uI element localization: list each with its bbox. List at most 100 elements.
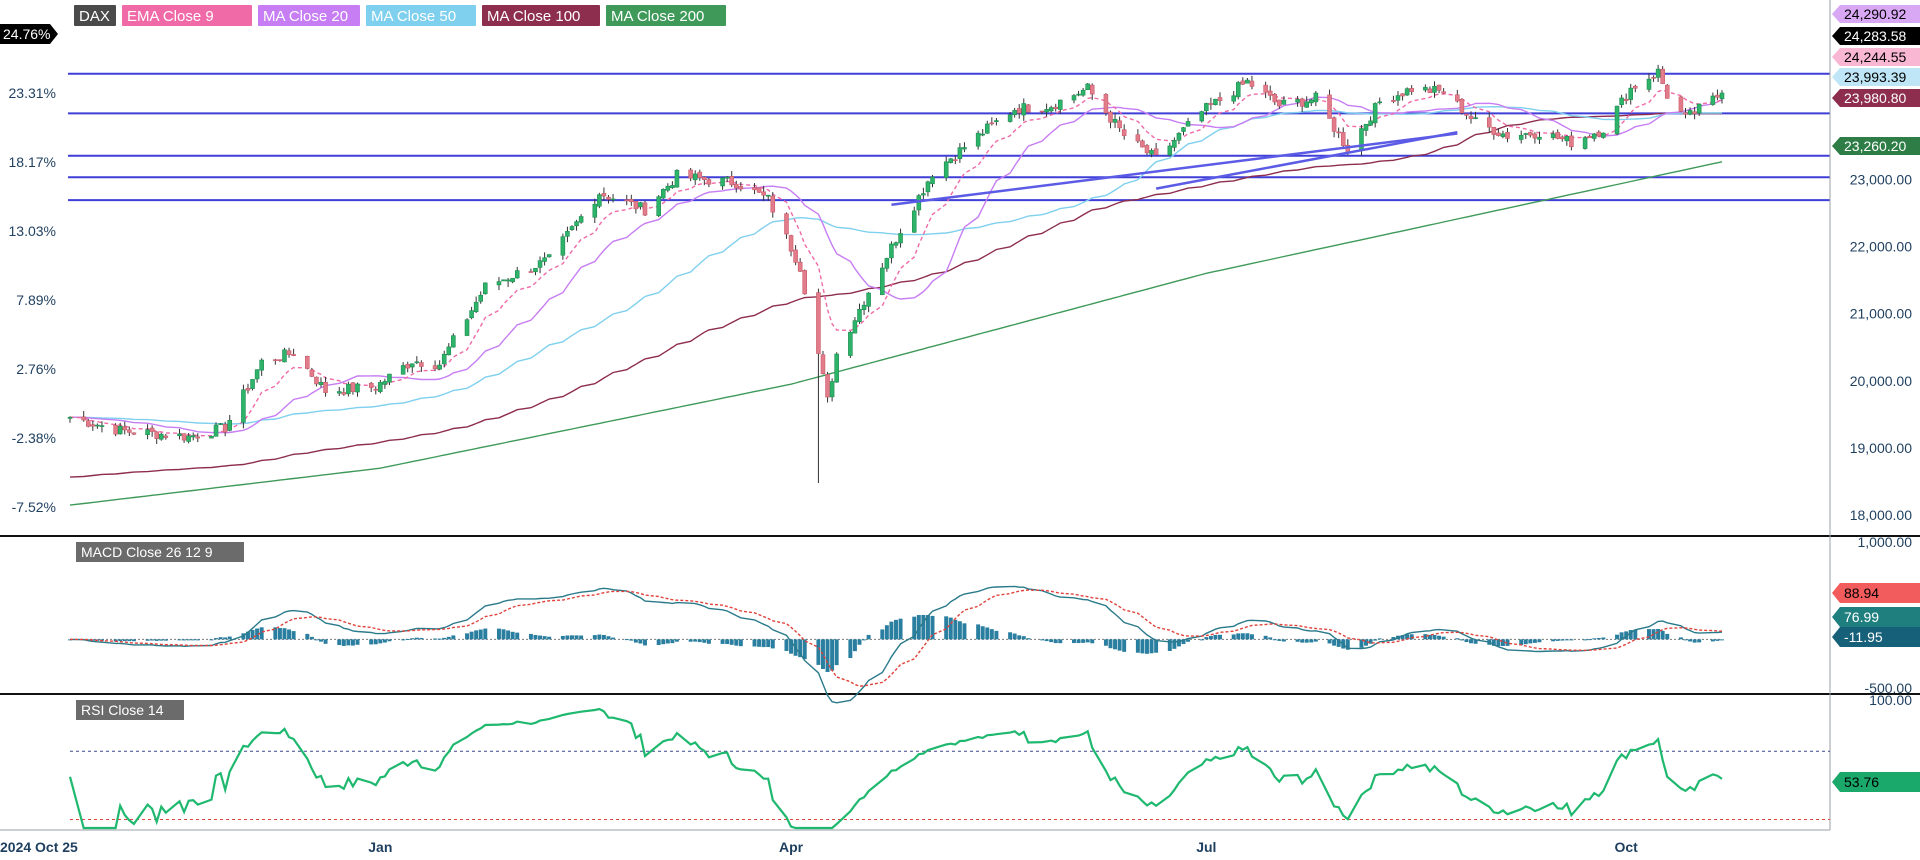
horizontal-lines[interactable] xyxy=(68,72,1830,202)
price-badge-label: 24,283.58 xyxy=(1844,28,1906,44)
legend-item-2[interactable]: EMA Close 9 xyxy=(122,5,252,26)
legend-item-3[interactable]: MA Close 20 xyxy=(258,5,360,26)
candle-body xyxy=(446,346,452,356)
candle-body xyxy=(505,279,511,282)
rsi-badge-label: 53.76 xyxy=(1844,774,1879,790)
macd-histogram-bar xyxy=(1491,639,1496,646)
macd-histogram-bar xyxy=(1327,639,1332,644)
macd-histogram-bar xyxy=(1277,639,1282,641)
candle-body xyxy=(1395,95,1401,101)
macd-histogram-bar xyxy=(1272,639,1277,641)
price-badge-label: 24,244.55 xyxy=(1844,49,1906,65)
macd-histogram-bar xyxy=(574,635,579,640)
price-badge xyxy=(1832,27,1920,45)
candle-body xyxy=(624,199,630,202)
macd-histogram-bar xyxy=(1103,639,1108,646)
candle-body xyxy=(378,382,383,392)
macd-histogram-bar xyxy=(729,639,734,645)
candle-body xyxy=(1409,88,1414,92)
candle-body xyxy=(469,310,474,319)
candle-body xyxy=(592,203,598,218)
macd-histogram-bar xyxy=(880,629,885,640)
candle-body xyxy=(884,258,890,269)
macd-histogram-bar xyxy=(1199,639,1204,641)
price-tick-label: 19,000.00 xyxy=(1850,440,1912,456)
candle-body xyxy=(980,133,985,136)
candle-body xyxy=(1523,133,1529,135)
candle-body xyxy=(1683,112,1688,115)
candle-body xyxy=(478,294,483,302)
macd-histogram-bar xyxy=(496,628,501,640)
price-tick-label: 18,000.00 xyxy=(1850,507,1912,523)
macd-histogram-bar xyxy=(474,630,479,640)
macd-histogram-bar xyxy=(784,639,789,651)
candle-body xyxy=(1427,88,1433,93)
macd-panel xyxy=(68,585,1724,704)
candle-body xyxy=(546,254,552,258)
legend-item-bg xyxy=(258,5,360,26)
percent-current-label: 24.76% xyxy=(3,26,50,42)
macd-histogram-bar xyxy=(145,639,150,641)
trendlines[interactable] xyxy=(891,130,1458,207)
macd-histogram-bar xyxy=(948,617,953,640)
legend-item-6[interactable]: MA Close 200 xyxy=(606,5,726,26)
ma100-line xyxy=(69,112,1722,478)
candle-body xyxy=(1048,107,1054,112)
macd-histogram-bar xyxy=(542,636,547,640)
candle-body xyxy=(770,195,776,213)
macd-histogram-bar xyxy=(1085,639,1090,643)
macd-histogram-bar xyxy=(1172,639,1177,649)
percent-tick-label: -2.38% xyxy=(12,430,56,446)
macd-histogram-bar xyxy=(980,626,985,640)
macd-histogram-bar xyxy=(1587,639,1592,641)
candle-body xyxy=(825,374,830,398)
legend-item-1[interactable]: DAX xyxy=(74,5,116,26)
candle-body xyxy=(962,147,967,150)
candle-body xyxy=(117,425,123,435)
price-badge xyxy=(1832,48,1920,66)
candle-body xyxy=(1432,85,1437,93)
price-badge xyxy=(1832,68,1920,86)
macd-histogram-bar xyxy=(930,615,935,640)
candle-body xyxy=(1336,131,1341,134)
candle-body xyxy=(1441,91,1446,94)
legend-item-4[interactable]: MA Close 50 xyxy=(366,5,476,26)
macd-histogram-bar xyxy=(1213,634,1218,640)
macd-histogram-bar xyxy=(1441,636,1446,640)
macd-histogram-bar xyxy=(816,639,821,665)
macd-histogram-bar xyxy=(670,639,675,644)
candle-body xyxy=(510,277,515,283)
macd-histogram-bar xyxy=(889,621,894,640)
macd-histogram-bar xyxy=(898,618,903,640)
legend[interactable]: DAX EMA Close 9 MA Close 20 MA Close 50 MA C… xyxy=(74,5,726,26)
candle-body xyxy=(1327,94,1332,119)
candle-body xyxy=(784,213,789,235)
candle-body xyxy=(1601,132,1606,138)
candle-body xyxy=(880,267,885,296)
macd-histogram-bar xyxy=(752,639,757,647)
macd-histogram-bar xyxy=(528,633,533,640)
candle-body xyxy=(309,369,315,377)
candle-body xyxy=(975,132,981,147)
candle-body xyxy=(1108,111,1113,123)
macd-histogram-bar xyxy=(1122,639,1127,652)
macd-histogram-bar xyxy=(1090,639,1095,644)
candle-body xyxy=(533,267,538,273)
candle-body xyxy=(432,365,438,369)
candle-body xyxy=(957,147,963,160)
price-badge-label: 23,260.20 xyxy=(1844,138,1906,154)
rsi-label[interactable]: RSI Close 14 xyxy=(76,700,184,720)
candle-body xyxy=(85,420,91,427)
macd-label[interactable]: MACD Close 26 12 9 xyxy=(76,542,244,562)
macd-histogram-bar xyxy=(825,639,830,672)
macd-histogram-bar xyxy=(1405,634,1410,640)
macd-histogram-bar xyxy=(1459,639,1464,641)
candle-body xyxy=(793,249,798,263)
ema9-line xyxy=(69,89,1723,437)
macd-histogram-bar xyxy=(1021,636,1026,640)
candle-body xyxy=(1085,83,1090,91)
legend-item-5[interactable]: MA Close 100 xyxy=(482,5,600,26)
macd-histogram-bar xyxy=(323,639,328,644)
candle-body xyxy=(765,194,771,197)
